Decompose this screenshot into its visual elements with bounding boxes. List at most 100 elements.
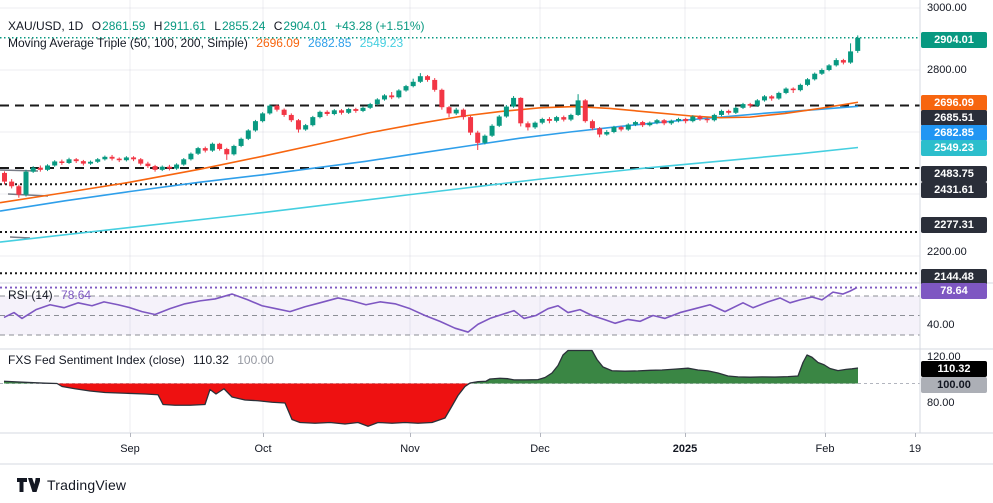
time-axis-label: Feb <box>815 443 835 455</box>
sentiment-outline <box>3 349 859 427</box>
candle-body <box>762 96 768 101</box>
rsi-indicator-label[interactable]: RSI (14) <box>8 288 53 302</box>
candle-body <box>396 90 402 98</box>
candle-body <box>374 99 380 105</box>
candle-body <box>489 125 495 136</box>
candle-body <box>503 106 509 117</box>
candle-body <box>2 172 7 182</box>
open-label: O <box>91 19 102 33</box>
candle-body <box>238 138 244 146</box>
high-label: H <box>153 19 163 33</box>
candle-body <box>152 166 158 170</box>
candle-body <box>403 86 409 91</box>
candle-body <box>252 121 258 131</box>
legend-rsi-row: RSI (14) 78.64 <box>8 288 96 302</box>
time-axis-tick <box>130 433 131 437</box>
symbol-title[interactable]: XAU/USD, 1D <box>8 19 84 33</box>
low-value: 2855.24 <box>221 19 266 33</box>
candle-body <box>30 167 36 172</box>
candle-body <box>525 123 531 128</box>
candle-body <box>711 114 717 121</box>
candle-body <box>131 157 137 160</box>
candle-body <box>826 65 832 70</box>
candle-body <box>295 120 301 130</box>
candle-body <box>805 79 811 85</box>
candle-body <box>604 132 610 135</box>
ma100-value: 2682.85 <box>308 36 352 50</box>
candle-body <box>95 159 101 162</box>
candle-body <box>532 122 538 128</box>
candle-body <box>23 171 29 195</box>
rsi-value: 78.64 <box>61 288 92 302</box>
ma200-line <box>0 146 859 243</box>
candle-body <box>59 161 65 163</box>
candle-body <box>274 105 280 110</box>
candle-body <box>217 143 223 150</box>
time-axis[interactable]: Sep Oct Nov Dec 2025 Feb 19 <box>0 433 993 465</box>
candle-body <box>812 73 818 80</box>
candle-body <box>260 113 266 122</box>
ma200-value: 2549.23 <box>359 36 404 50</box>
candle-body <box>281 109 287 115</box>
candle-body <box>747 104 753 106</box>
ma-indicator-label[interactable]: Moving Average Triple (50, 100, 200, Sim… <box>8 36 248 50</box>
candle-body <box>224 149 230 155</box>
candle-body <box>683 118 689 122</box>
candle-body <box>80 161 86 164</box>
price-axis-badge: 2685.51 <box>921 110 987 126</box>
candle-body <box>324 111 330 115</box>
candle-body <box>202 148 208 151</box>
price-axis-label: 2800.00 <box>927 64 967 76</box>
candle-body <box>317 111 323 118</box>
candle-body <box>382 95 388 100</box>
candle-body <box>9 181 15 187</box>
time-axis-tick <box>540 433 541 437</box>
legend-symbol-row: XAU/USD, 1D O2861.59 H2911.61 L2855.24 C… <box>8 19 430 33</box>
candle-body <box>597 128 603 135</box>
candle-body <box>690 116 696 122</box>
candle-body <box>88 161 94 164</box>
tradingview-logo[interactable]: TradingView <box>17 477 126 493</box>
fed-value: 110.32 <box>193 353 229 367</box>
price-axis-badge: 2696.09 <box>921 95 987 111</box>
candle-body <box>52 161 58 166</box>
candle-body <box>360 107 366 111</box>
candle-body <box>848 51 854 63</box>
candle-body <box>188 153 194 160</box>
candle-body <box>288 114 294 121</box>
candle-body <box>790 88 796 91</box>
candle-body <box>138 159 144 164</box>
candle-body <box>554 117 560 121</box>
price-axis[interactable]: 3000.00 2904.01 2800.00 2696.09 2685.51 2682.… <box>920 0 993 433</box>
price-axis-label: 3000.00 <box>927 2 967 14</box>
time-axis-label: Dec <box>530 443 550 455</box>
candle-body <box>754 100 760 106</box>
candle-body <box>668 120 674 124</box>
price-axis-badge: 2483.75 <box>921 166 987 182</box>
candle-body <box>797 84 803 91</box>
candle-body <box>647 122 653 126</box>
candle-body <box>589 121 595 129</box>
price-axis-badge: 2144.48 <box>921 269 987 285</box>
fed-indicator-label[interactable]: FXS Fed Sentiment Index (close) <box>8 353 185 367</box>
price-axis-badge: 100.00 <box>921 377 987 393</box>
candle-body <box>769 96 775 99</box>
candle-body <box>16 186 22 195</box>
candle-body <box>439 89 445 108</box>
candle-body <box>719 110 724 115</box>
candle-body <box>546 118 552 121</box>
candle-body <box>618 127 624 130</box>
candle-body <box>109 156 115 159</box>
candle-body <box>468 117 474 133</box>
candle-body <box>475 132 481 143</box>
candle-body <box>518 97 524 124</box>
rsi-line <box>3 286 858 333</box>
sentiment-area-positive <box>4 350 858 384</box>
time-axis-tick <box>915 433 916 437</box>
candle-body <box>432 79 438 90</box>
change-value: +43.28 (+1.51%) <box>335 19 425 33</box>
candle-body <box>625 124 631 130</box>
open-value: 2861.59 <box>102 19 146 33</box>
candle-body <box>460 109 466 118</box>
